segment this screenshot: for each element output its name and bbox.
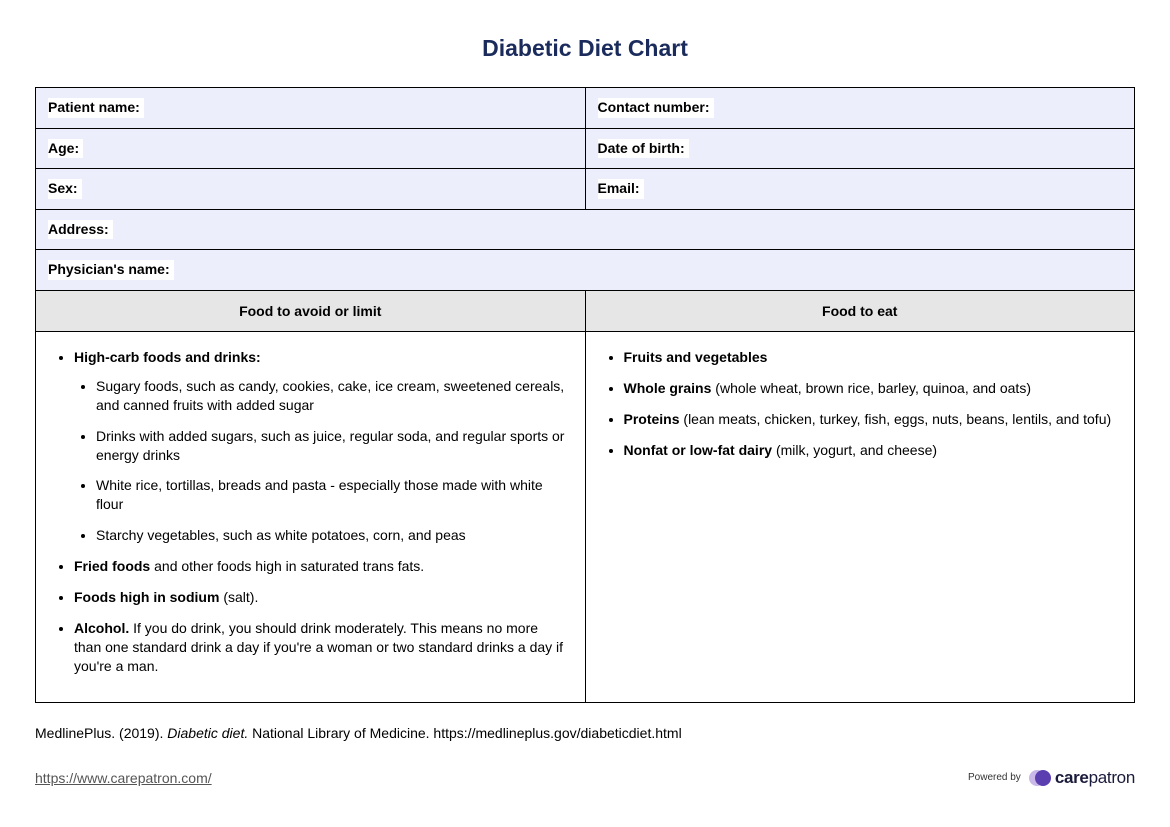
avoid-sub-starchy: Starchy vegetables, such as white potato… — [96, 526, 567, 545]
field-address[interactable]: Address: — [36, 209, 1135, 250]
citation-prefix: MedlinePlus. (2019). — [35, 725, 167, 741]
powered-by: Powered by carepatron — [968, 767, 1135, 789]
avoid-sub-sugary: Sugary foods, such as candy, cookies, ca… — [96, 377, 567, 415]
eat-item-dairy: Nonfat or low-fat dairy (milk, yogurt, a… — [624, 441, 1117, 460]
header-avoid: Food to avoid or limit — [36, 290, 586, 331]
label-physician: Physician's name: — [48, 260, 174, 280]
footer-link[interactable]: https://www.carepatron.com/ — [35, 770, 212, 786]
eat-item-proteins: Proteins (lean meats, chicken, turkey, f… — [624, 410, 1117, 429]
eat-item-grains: Whole grains (whole wheat, brown rice, b… — [624, 379, 1117, 398]
avoid-item-alcohol: Alcohol. If you do drink, you should dri… — [74, 619, 567, 676]
logo-icon — [1029, 767, 1051, 789]
avoid-sub-drinks: Drinks with added sugars, such as juice,… — [96, 427, 567, 465]
eat-item-fruits: Fruits and vegetables — [624, 348, 1117, 367]
footer: https://www.carepatron.com/ Powered by c… — [35, 759, 1135, 789]
label-age: Age: — [48, 139, 83, 159]
field-contact-number[interactable]: Contact number: — [585, 88, 1135, 129]
citation: MedlinePlus. (2019). Diabetic diet. Nati… — [35, 725, 1135, 741]
page-container: Diabetic Diet Chart Patient name: Contac… — [0, 0, 1170, 804]
field-patient-name[interactable]: Patient name: — [36, 88, 586, 129]
avoid-sub-whiterice: White rice, tortillas, breads and pasta … — [96, 476, 567, 514]
field-physician[interactable]: Physician's name: — [36, 250, 1135, 291]
label-sex: Sex: — [48, 179, 82, 199]
patient-info-table: Patient name: Contact number: Age: Date … — [35, 87, 1135, 291]
avoid-item-fried: Fried foods and other foods high in satu… — [74, 557, 567, 576]
avoid-item-highcarb: High-carb foods and drinks: Sugary foods… — [74, 348, 567, 545]
label-address: Address: — [48, 220, 113, 240]
citation-suffix: National Library of Medicine. https://me… — [248, 725, 681, 741]
logo-text: carepatron — [1055, 768, 1135, 788]
field-email[interactable]: Email: — [585, 169, 1135, 210]
page-title: Diabetic Diet Chart — [35, 35, 1135, 62]
label-patient-name: Patient name: — [48, 98, 144, 118]
cell-eat: Fruits and vegetables Whole grains (whol… — [585, 331, 1135, 702]
field-sex[interactable]: Sex: — [36, 169, 586, 210]
carepatron-logo[interactable]: carepatron — [1029, 767, 1135, 789]
avoid-item-sodium: Foods high in sodium (salt). — [74, 588, 567, 607]
header-eat: Food to eat — [585, 290, 1135, 331]
label-email: Email: — [598, 179, 644, 199]
avoid-highcarb-label: High-carb foods and drinks: — [74, 349, 261, 365]
powered-by-label: Powered by — [968, 772, 1021, 783]
food-table: Food to avoid or limit Food to eat High-… — [35, 290, 1135, 703]
label-dob: Date of birth: — [598, 139, 689, 159]
label-contact-number: Contact number: — [598, 98, 714, 118]
field-age[interactable]: Age: — [36, 128, 586, 169]
citation-italic: Diabetic diet. — [167, 725, 248, 741]
field-dob[interactable]: Date of birth: — [585, 128, 1135, 169]
cell-avoid: High-carb foods and drinks: Sugary foods… — [36, 331, 586, 702]
